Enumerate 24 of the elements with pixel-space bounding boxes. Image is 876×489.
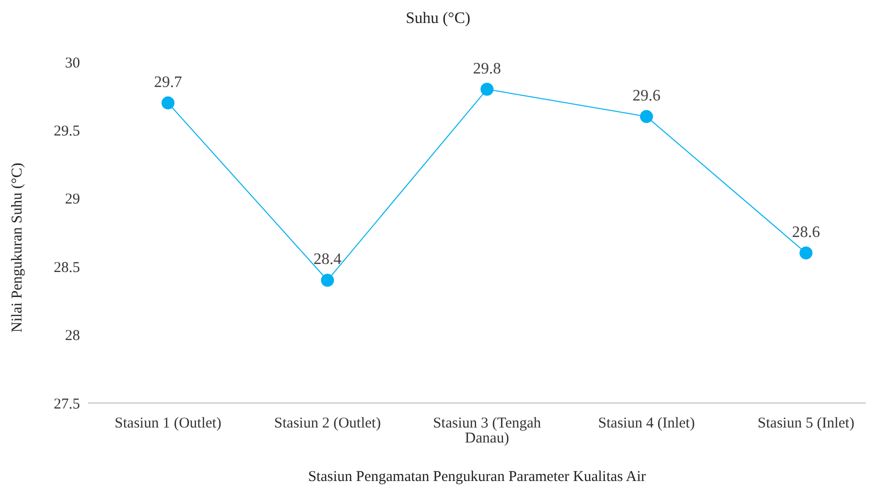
y-tick-label: 29.5: [54, 124, 80, 140]
y-axis-title: Nilai Pengukuran Suhu (°C): [9, 162, 26, 332]
x-tick-label: Stasiun 2 (Outlet): [274, 416, 381, 432]
point: [162, 96, 174, 110]
y-tick-label: 29: [65, 192, 80, 208]
chart-title: Suhu (°C): [404, 10, 472, 28]
x-axis-title: Stasiun Pengamatan Pengukuran Parameter Kualitas Air: [308, 469, 646, 485]
y-tick-label: 28: [65, 328, 80, 344]
data-label: 29.7: [154, 74, 182, 91]
y-tick-label: 28.5: [54, 260, 80, 276]
y-tick-label: 30: [65, 55, 80, 72]
data-label: 29.6: [632, 88, 660, 105]
point: [321, 274, 334, 287]
data-label: 28.4: [314, 251, 342, 268]
x-tick-label: Stasiun 5 (Inlet): [758, 416, 854, 432]
point: [800, 246, 812, 260]
x-tick-label: Stasiun 1 (Outlet): [114, 416, 222, 432]
data-label: 29.8: [473, 60, 501, 78]
x-tick-label: Stasiun 3 (Tengah Danau): [432, 416, 542, 447]
point: [640, 110, 653, 124]
x-tick-label: Stasiun 4 (Inlet): [598, 416, 695, 432]
y-tick-label: 27.5: [54, 396, 80, 412]
data-label: 28.6: [792, 224, 820, 241]
point: [480, 82, 494, 96]
